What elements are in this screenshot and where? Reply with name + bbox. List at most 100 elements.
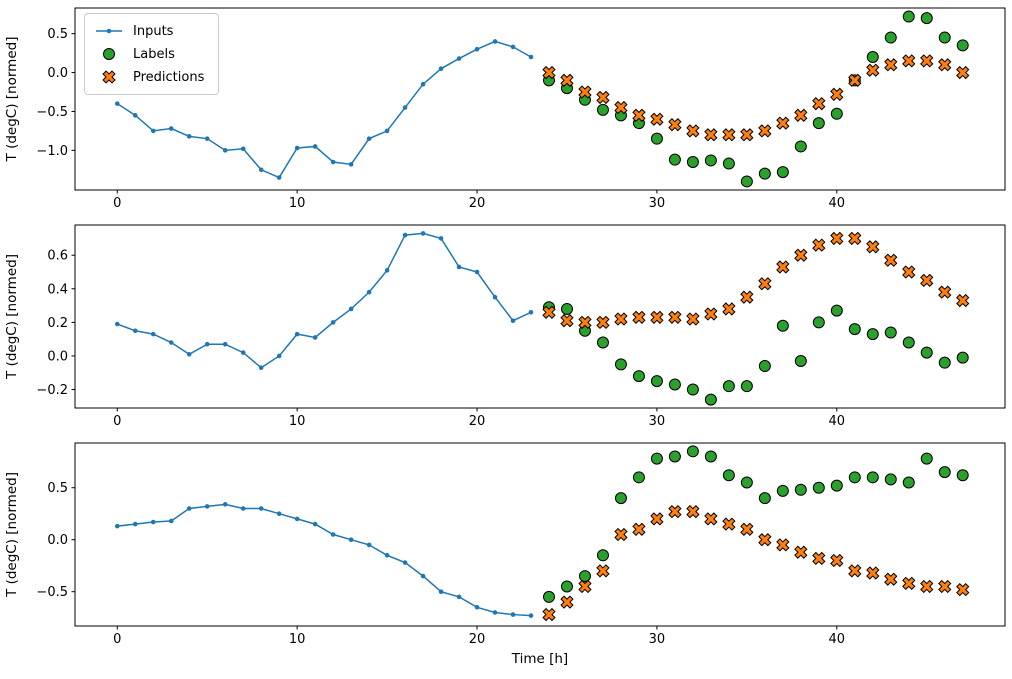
legend: Inputs Labels Predictions: [84, 13, 220, 95]
labels-marker: [722, 157, 735, 170]
labels-marker: [704, 450, 717, 463]
predictions-marker: [794, 545, 808, 559]
inputs-marker: [420, 573, 426, 579]
labels-marker: [866, 51, 879, 63]
y-axis-label: T (degC) [normed]: [4, 37, 20, 163]
labels-marker: [866, 328, 879, 341]
legend-entry-predictions: Predictions: [94, 67, 204, 87]
predictions-marker: [920, 579, 934, 594]
predictions-marker: [776, 116, 790, 130]
labels-marker: [830, 107, 843, 120]
predictions-marker: [668, 504, 682, 519]
labels-marker: [668, 153, 681, 166]
predictions-marker: [938, 579, 952, 594]
predictions-marker: [866, 566, 880, 580]
inputs-marker: [240, 350, 246, 355]
legend-entry-inputs: Inputs: [94, 21, 204, 41]
y-tick-label: −0.5: [36, 585, 68, 600]
predictions-marker: [704, 128, 718, 142]
predictions-marker: [686, 124, 700, 138]
predictions-marker: [632, 522, 646, 536]
predictions-marker: [578, 579, 592, 594]
labels-circle-icon: [94, 46, 124, 62]
predictions-marker: [596, 90, 610, 105]
labels-marker: [650, 375, 663, 388]
predictions-marker: [632, 108, 646, 122]
inputs-marker: [510, 44, 516, 50]
y-tick-label: −1.0: [36, 144, 68, 159]
x-tick-label: 40: [829, 632, 846, 647]
y-tick-label: 0.0: [47, 66, 68, 81]
x-tick-label: 40: [829, 414, 846, 429]
inputs-marker: [366, 136, 372, 141]
inputs-marker: [384, 268, 390, 273]
predictions-marker: [542, 305, 556, 319]
predictions-marker: [704, 307, 718, 321]
inputs-marker: [420, 231, 426, 236]
labels-marker: [776, 166, 789, 179]
labels-marker: [884, 31, 897, 44]
axes-frame: [74, 224, 1006, 409]
predictions-marker: [866, 63, 880, 77]
x-tick-label: 20: [469, 414, 486, 429]
inputs-marker: [168, 518, 174, 524]
inputs-marker: [132, 521, 138, 527]
inputs-marker: [222, 148, 228, 153]
inputs-marker: [168, 126, 174, 131]
inputs-marker: [132, 328, 138, 334]
inputs-marker: [222, 502, 228, 507]
inputs-marker: [258, 506, 264, 511]
predictions-marker: [920, 54, 934, 68]
y-axis-label: T (degC) [normed]: [4, 254, 20, 380]
inputs-marker: [186, 506, 192, 511]
inputs-marker: [402, 232, 408, 238]
x-tick-label: 10: [289, 196, 306, 211]
labels-marker: [902, 336, 915, 349]
inputs-marker: [312, 144, 318, 149]
y-tick-label: −0.5: [36, 105, 68, 120]
y-tick-label: 0.6: [47, 249, 68, 264]
labels-marker: [776, 484, 789, 497]
inputs-line: [116, 40, 532, 179]
x-tick-label: 40: [829, 196, 846, 211]
x-tick-label: 10: [289, 414, 306, 429]
predictions-marker: [902, 54, 916, 68]
predictions-marker: [884, 253, 898, 267]
predictions-marker: [614, 527, 628, 542]
inputs-marker: [258, 167, 264, 173]
inputs-marker: [492, 610, 498, 615]
inputs-marker: [276, 511, 282, 517]
labels-marker: [560, 302, 573, 315]
inputs-marker: [294, 516, 300, 522]
inputs-marker: [492, 39, 498, 44]
y-axis-label: T (degC) [normed]: [4, 472, 20, 598]
inputs-marker: [474, 46, 480, 52]
inputs-marker: [384, 552, 390, 558]
x-tick-label: 0: [113, 632, 121, 647]
predictions-marker: [740, 522, 754, 536]
inputs-marker: [438, 66, 444, 71]
inputs-marker: [204, 136, 210, 141]
labels-marker: [740, 380, 753, 393]
x-tick-label: 30: [649, 414, 666, 429]
predictions-marker: [614, 100, 628, 115]
inputs-line: [117, 503, 532, 617]
predictions-marker: [542, 607, 556, 622]
labels-marker: [776, 319, 789, 332]
labels-marker: [668, 450, 681, 463]
inputs-marker: [366, 542, 372, 548]
y-tick-label: 0.5: [47, 27, 68, 42]
labels-marker: [758, 360, 771, 373]
predictions-marker: [794, 248, 808, 262]
labels-marker: [596, 336, 609, 349]
predictions-marker: [884, 572, 898, 586]
inputs-marker: [492, 294, 498, 300]
labels-marker: [794, 354, 807, 367]
labels-marker: [794, 483, 807, 496]
inputs-marker: [330, 320, 336, 325]
labels-marker: [560, 580, 573, 593]
predictions-marker: [596, 315, 610, 330]
predictions-marker: [830, 87, 844, 101]
axes-frame: [74, 442, 1006, 627]
